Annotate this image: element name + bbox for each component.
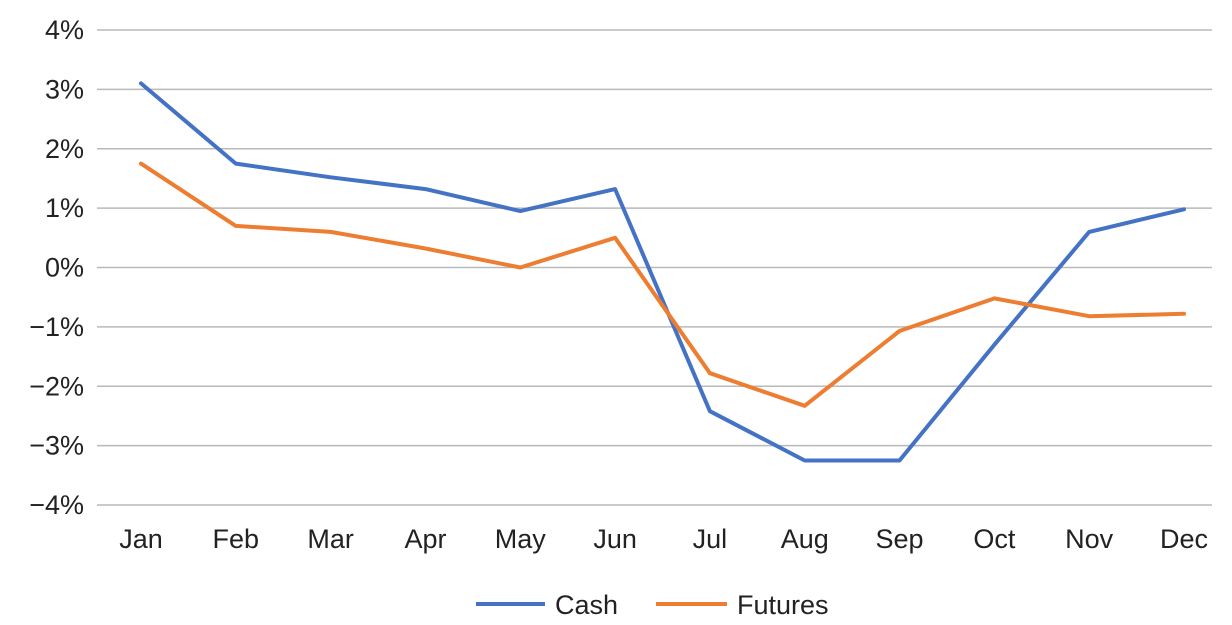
x-tick-label: Jan (119, 524, 163, 554)
x-tick-label: Sep (876, 524, 924, 554)
series-line-futures (139, 161, 1186, 408)
legend-label: Cash (555, 590, 618, 620)
series-line-cash (139, 81, 1186, 463)
y-tick-label: 0% (45, 253, 84, 283)
legend-item-futures: Futures (656, 590, 829, 620)
x-tick-label: Nov (1065, 524, 1114, 554)
x-tick-label: May (495, 524, 547, 554)
legend-item-cash: Cash (476, 590, 618, 620)
x-tick-label: Apr (404, 524, 446, 554)
y-tick-label: −1% (29, 312, 84, 342)
x-tick-label: Oct (973, 524, 1016, 554)
x-tick-label: Jul (693, 524, 728, 554)
x-tick-label: Aug (781, 524, 829, 554)
y-tick-label: −4% (29, 490, 84, 520)
y-tick-label: −2% (29, 371, 84, 401)
legend-label: Futures (737, 590, 829, 620)
y-tick-label: 3% (45, 74, 84, 104)
x-axis-labels: Jan Feb Mar Apr May Jun Jul Aug Sep Oct Nov Dec (119, 524, 1208, 554)
y-tick-label: 2% (45, 134, 84, 164)
legend: Cash Futures (476, 590, 829, 620)
y-tick-label: 4% (45, 15, 84, 45)
x-tick-label: Dec (1160, 524, 1208, 554)
x-tick-label: Feb (213, 524, 260, 554)
gridlines (97, 29, 1212, 506)
x-tick-label: Jun (593, 524, 637, 554)
x-tick-label: Mar (307, 524, 354, 554)
y-tick-label: −3% (29, 431, 84, 461)
y-axis-labels: 4% 3% 2% 1% 0% −1% −2% −3% −4% (29, 15, 84, 520)
y-tick-label: 1% (45, 193, 84, 223)
series-lines (139, 81, 1186, 463)
